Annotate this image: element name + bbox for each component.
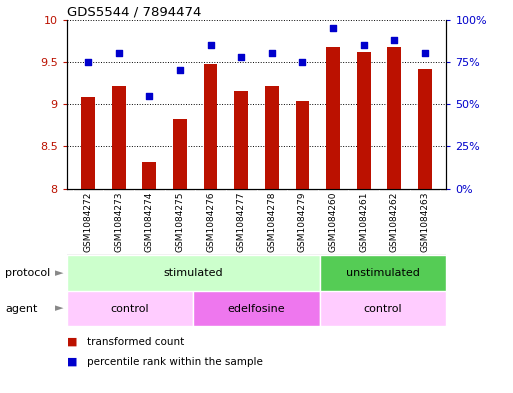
Text: GSM1084273: GSM1084273 xyxy=(114,192,123,252)
Point xyxy=(390,37,399,43)
Bar xyxy=(418,69,432,189)
Point xyxy=(421,50,429,57)
Text: agent: agent xyxy=(5,303,37,314)
Point xyxy=(299,59,307,65)
Bar xyxy=(357,52,370,189)
Point xyxy=(84,59,92,65)
Text: protocol: protocol xyxy=(5,268,50,278)
Text: edelfosine: edelfosine xyxy=(228,303,285,314)
Text: GSM1084260: GSM1084260 xyxy=(328,192,338,252)
Bar xyxy=(234,92,248,189)
Text: stimulated: stimulated xyxy=(164,268,223,278)
Bar xyxy=(320,255,446,291)
Text: GSM1084263: GSM1084263 xyxy=(420,192,429,252)
Bar xyxy=(67,291,193,326)
Text: ■: ■ xyxy=(67,356,77,367)
Bar xyxy=(204,64,218,189)
Bar xyxy=(81,97,95,189)
Text: GSM1084274: GSM1084274 xyxy=(145,192,154,252)
Text: ►: ► xyxy=(55,268,63,278)
Text: GSM1084262: GSM1084262 xyxy=(390,192,399,252)
Point xyxy=(206,42,214,48)
Bar xyxy=(193,291,320,326)
Text: ►: ► xyxy=(55,303,63,314)
Point xyxy=(268,50,276,57)
Text: unstimulated: unstimulated xyxy=(346,268,420,278)
Text: GSM1084272: GSM1084272 xyxy=(84,192,93,252)
Point xyxy=(360,42,368,48)
Text: transformed count: transformed count xyxy=(87,337,185,347)
Bar xyxy=(173,119,187,189)
Bar xyxy=(112,86,126,189)
Text: GSM1084277: GSM1084277 xyxy=(236,192,246,252)
Bar xyxy=(295,101,309,189)
Bar xyxy=(320,291,446,326)
Bar xyxy=(387,47,401,189)
Text: ■: ■ xyxy=(67,337,77,347)
Bar xyxy=(265,86,279,189)
Point xyxy=(329,25,337,31)
Text: control: control xyxy=(364,303,402,314)
Text: GDS5544 / 7894474: GDS5544 / 7894474 xyxy=(67,6,201,18)
Text: GSM1084276: GSM1084276 xyxy=(206,192,215,252)
Point xyxy=(145,92,153,99)
Text: percentile rank within the sample: percentile rank within the sample xyxy=(87,356,263,367)
Bar xyxy=(143,162,156,189)
Bar xyxy=(326,47,340,189)
Bar xyxy=(67,255,320,291)
Text: GSM1084261: GSM1084261 xyxy=(359,192,368,252)
Text: GSM1084275: GSM1084275 xyxy=(175,192,185,252)
Point xyxy=(176,67,184,73)
Text: GSM1084279: GSM1084279 xyxy=(298,192,307,252)
Point xyxy=(237,54,245,60)
Text: control: control xyxy=(111,303,149,314)
Point xyxy=(114,50,123,57)
Text: GSM1084278: GSM1084278 xyxy=(267,192,277,252)
